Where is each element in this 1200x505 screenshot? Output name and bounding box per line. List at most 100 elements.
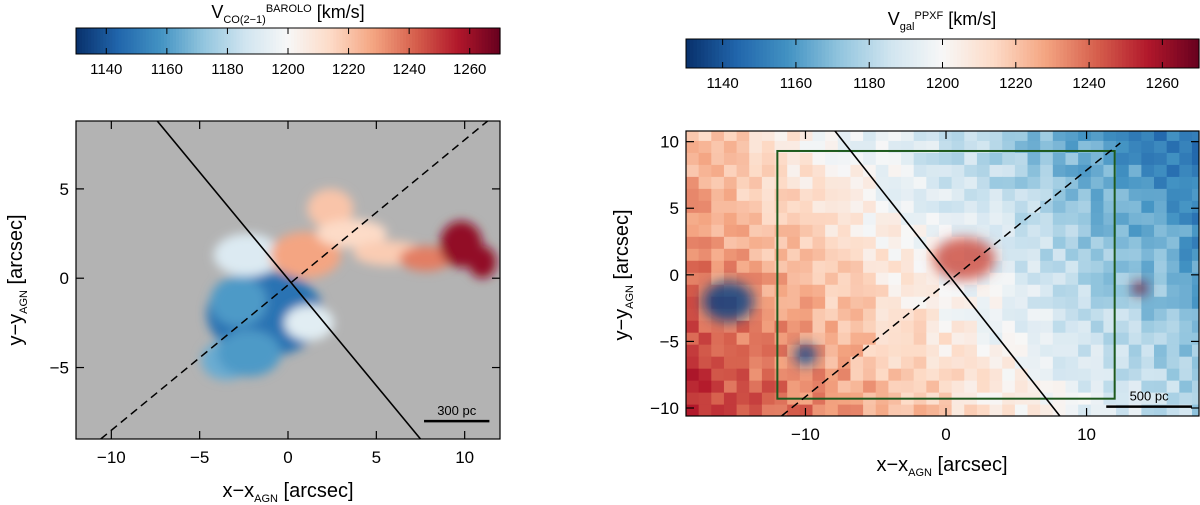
velocity-pixel bbox=[1166, 152, 1180, 165]
velocity-pixel bbox=[1128, 344, 1142, 357]
velocity-pixel bbox=[761, 332, 776, 345]
velocity-pixel bbox=[812, 260, 826, 273]
velocity-pixel bbox=[989, 176, 1003, 189]
velocity-pixel bbox=[1166, 296, 1180, 309]
velocity-pixel bbox=[711, 392, 725, 405]
velocity-pixel bbox=[1179, 188, 1193, 201]
left-colorbar-title-unit: [km/s] bbox=[312, 2, 365, 22]
velocity-pixel bbox=[1052, 308, 1067, 321]
right-colorbar-gradient bbox=[686, 39, 1200, 68]
velocity-pixel bbox=[698, 200, 712, 213]
right-y-axis-label-sub: AGN bbox=[624, 285, 636, 309]
velocity-pixel bbox=[837, 380, 852, 393]
velocity-pixel bbox=[749, 272, 763, 285]
right-velocity-features bbox=[702, 237, 1147, 366]
velocity-pixel bbox=[698, 152, 712, 165]
velocity-pixel bbox=[749, 140, 763, 153]
velocity-pixel bbox=[1166, 272, 1180, 285]
velocity-pixel bbox=[711, 152, 725, 165]
velocity-pixel bbox=[1014, 224, 1029, 237]
velocity-pixel bbox=[1078, 164, 1092, 177]
velocity-pixel bbox=[1128, 392, 1142, 405]
velocity-pixel bbox=[913, 164, 927, 177]
left-plot-area: −10 −5 0 5 10 −5 0 5 300 pc bbox=[50, 120, 501, 467]
velocity-pixel bbox=[901, 296, 915, 309]
velocity-pixel bbox=[938, 164, 953, 177]
velocity-pixel bbox=[1014, 404, 1029, 416]
velocity-pixel bbox=[888, 272, 902, 285]
velocity-pixel bbox=[901, 164, 915, 177]
velocity-pixel bbox=[787, 152, 801, 165]
velocity-pixel bbox=[1052, 320, 1067, 333]
velocity-pixel bbox=[799, 404, 814, 416]
velocity-pixel bbox=[1179, 260, 1193, 273]
velocity-pixel bbox=[875, 272, 889, 285]
velocity-pixel bbox=[850, 176, 864, 189]
velocity-pixel bbox=[799, 260, 814, 273]
velocity-pixel bbox=[964, 368, 978, 381]
velocity-pixel bbox=[850, 260, 864, 273]
velocity-pixel bbox=[1141, 380, 1155, 393]
velocity-pixel bbox=[1090, 164, 1105, 177]
velocity-pixel bbox=[888, 404, 902, 416]
velocity-pixel bbox=[1090, 260, 1105, 273]
velocity-pixel bbox=[686, 152, 700, 165]
velocity-pixel bbox=[901, 152, 915, 165]
velocity-pixel bbox=[837, 212, 852, 225]
x-tick-label: −10 bbox=[97, 448, 126, 467]
velocity-pixel bbox=[723, 164, 738, 177]
velocity-pixel bbox=[1154, 140, 1168, 153]
velocity-pixel bbox=[1002, 260, 1016, 273]
velocity-pixel bbox=[964, 284, 978, 297]
velocity-pixel bbox=[913, 176, 927, 189]
velocity-pixel bbox=[1027, 140, 1041, 153]
velocity-pixel bbox=[913, 200, 927, 213]
left-colorbar: VCO(2−1)BAROLO [km/s] 1140 1160 1180 1200 12… bbox=[75, 2, 501, 78]
velocity-pixel bbox=[774, 131, 788, 141]
velocity-pixel bbox=[850, 200, 864, 213]
velocity-pixel bbox=[1154, 284, 1168, 297]
velocity-pixel bbox=[1191, 131, 1199, 141]
velocity-pixel bbox=[1040, 308, 1054, 321]
velocity-pixel bbox=[723, 131, 738, 141]
velocity-pixel bbox=[1052, 380, 1067, 393]
velocity-pixel bbox=[863, 404, 877, 416]
velocity-pixel bbox=[761, 356, 776, 369]
velocity-pixel bbox=[1002, 164, 1016, 177]
velocity-pixel bbox=[1027, 308, 1041, 321]
velocity-pixel bbox=[1179, 140, 1193, 153]
velocity-pixel bbox=[1103, 212, 1117, 225]
velocity-pixel bbox=[989, 380, 1003, 393]
velocity-pixel bbox=[875, 152, 889, 165]
velocity-pixel bbox=[812, 248, 826, 261]
velocity-pixel bbox=[863, 236, 877, 249]
velocity-pixel bbox=[711, 224, 725, 237]
velocity-feature bbox=[1132, 281, 1147, 295]
velocity-pixel bbox=[799, 212, 814, 225]
velocity-pixel bbox=[1116, 131, 1130, 141]
velocity-pixel bbox=[1191, 140, 1199, 153]
velocity-pixel bbox=[1065, 380, 1079, 393]
velocity-pixel bbox=[863, 284, 877, 297]
velocity-pixel bbox=[1040, 224, 1054, 237]
right-plot-frame bbox=[685, 130, 1200, 417]
velocity-pixel bbox=[1154, 344, 1168, 357]
velocity-pixel bbox=[749, 224, 763, 237]
velocity-pixel bbox=[888, 356, 902, 369]
velocity-pixel bbox=[901, 344, 915, 357]
velocity-pixel bbox=[938, 200, 953, 213]
velocity-pixel bbox=[686, 176, 700, 189]
velocity-pixel bbox=[1065, 188, 1079, 201]
left-colorbar-title-main: V bbox=[211, 2, 223, 22]
velocity-pixel bbox=[799, 176, 814, 189]
velocity-pixel bbox=[1191, 392, 1199, 405]
velocity-pixel bbox=[761, 260, 776, 273]
velocity-pixel bbox=[787, 296, 801, 309]
velocity-pixel bbox=[913, 308, 927, 321]
velocity-pixel bbox=[1014, 248, 1029, 261]
velocity-pixel bbox=[976, 356, 991, 369]
velocity-pixel bbox=[1027, 200, 1041, 213]
velocity-pixel bbox=[1166, 344, 1180, 357]
velocity-pixel bbox=[1090, 296, 1105, 309]
velocity-pixel bbox=[761, 188, 776, 201]
